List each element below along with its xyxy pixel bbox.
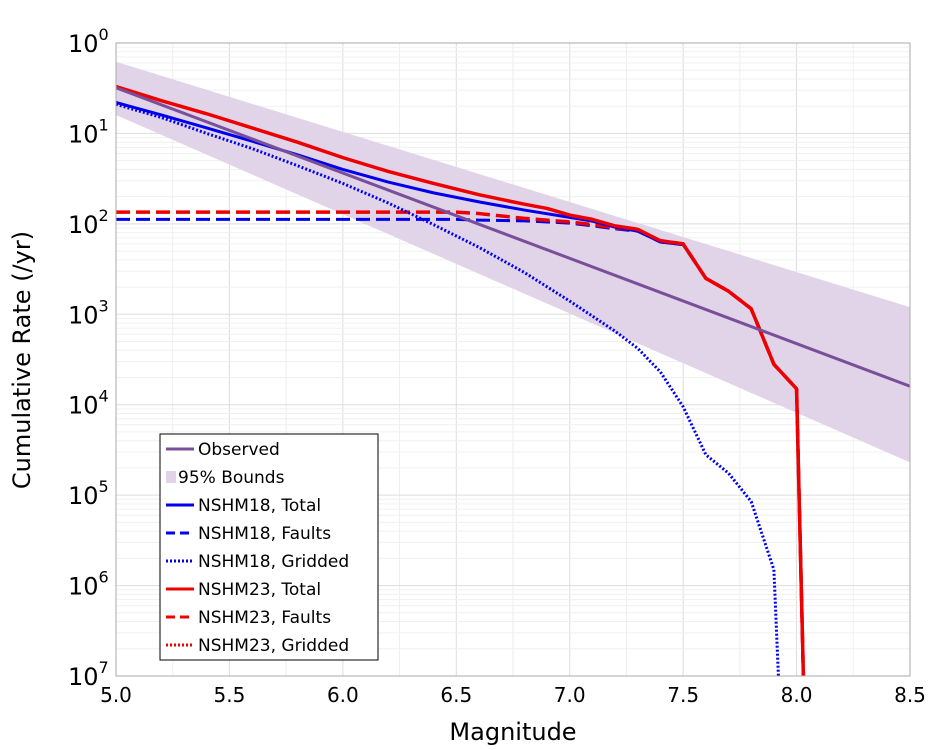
- legend-label: NSHM18, Faults: [198, 524, 331, 544]
- y-tick-label: 107: [68, 658, 109, 691]
- x-tick-label: 5.5: [214, 683, 246, 707]
- x-tick-label: 5.0: [100, 683, 132, 707]
- legend-label: NSHM18, Gridded: [198, 552, 349, 572]
- y-tick-label: 101: [68, 115, 109, 148]
- series-layer: [116, 84, 910, 676]
- y-tick-label: 104: [68, 387, 109, 420]
- series-line-nshm23-faults: [116, 210, 806, 676]
- x-tick-label: 6.0: [327, 683, 359, 707]
- legend-label: Observed: [198, 440, 280, 460]
- y-tick-label: 105: [68, 477, 109, 510]
- series-line-nshm18-faults: [116, 217, 805, 676]
- x-tick-label: 6.5: [440, 683, 472, 707]
- legend-label: NSHM23, Total: [198, 580, 321, 600]
- y-tick-label: 102: [68, 206, 109, 239]
- legend-swatch-bounds: [166, 471, 176, 483]
- y-axis-label: Cumulative Rate (/yr): [8, 231, 36, 489]
- legend: Observed 95% Bounds NSHM18, Total NSHM18, F…: [159, 433, 379, 661]
- y-tick-label: 103: [68, 296, 109, 329]
- legend-label: NSHM18, Total: [198, 496, 321, 516]
- x-tick-label: 7.5: [667, 683, 699, 707]
- x-tick-label: 8.5: [894, 683, 926, 707]
- series-line-observed: [116, 86, 910, 388]
- y-tick-label: 106: [68, 568, 109, 601]
- legend-box: [159, 433, 379, 661]
- x-tick-label: 8.0: [781, 683, 813, 707]
- legend-label: 95% Bounds: [178, 468, 285, 488]
- y-tick-label: 100: [68, 25, 109, 58]
- series-line-nshm23-total: [116, 84, 806, 676]
- plot-frame: [115, 42, 911, 677]
- y-tick-labels: 100 101 102 103 104 105 106 107: [68, 25, 109, 691]
- x-tick-label: 7.0: [554, 683, 586, 707]
- legend-label: NSHM23, Gridded: [198, 636, 349, 656]
- series-line-nshm18-gridded: [116, 102, 780, 676]
- x-tick-labels: 5.0 5.5 6.0 6.5 7.0 7.5 8.0 8.5: [100, 683, 926, 707]
- legend-label: NSHM23, Faults: [198, 608, 331, 628]
- x-axis-label: Magnitude: [449, 718, 576, 746]
